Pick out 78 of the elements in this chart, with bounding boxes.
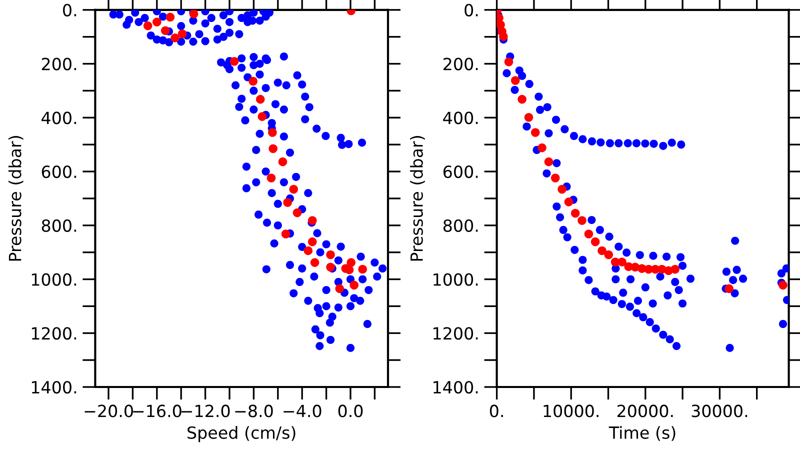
y-tick-label: 800. xyxy=(443,219,478,232)
y-axis-title: Pressure (dbar) xyxy=(410,136,425,261)
point xyxy=(308,216,317,225)
point xyxy=(590,237,600,246)
y-tick-label: 1400. xyxy=(434,380,478,394)
x-tick-label: 10000. xyxy=(544,404,598,418)
point xyxy=(310,258,320,267)
x-tick-label: −8.0 xyxy=(235,404,273,418)
point xyxy=(166,12,175,22)
point xyxy=(578,216,586,225)
point xyxy=(289,184,298,194)
point xyxy=(530,128,540,137)
point xyxy=(143,21,152,30)
point xyxy=(335,284,344,294)
point xyxy=(724,284,734,294)
point xyxy=(350,280,359,290)
point xyxy=(178,29,187,38)
point xyxy=(230,56,239,66)
x-tick-label: −16.0 xyxy=(133,404,182,418)
y-tick-label: 0. xyxy=(63,4,76,16)
point xyxy=(510,76,520,85)
y-tick-label: 200. xyxy=(42,58,76,70)
point xyxy=(564,198,574,206)
point xyxy=(278,157,288,166)
y-tick-label: 600. xyxy=(42,165,76,178)
x-tick-label: −20.0 xyxy=(84,404,133,418)
point xyxy=(618,258,626,266)
y-tick-label: 1200. xyxy=(32,327,76,340)
x-tick-label: −4.0 xyxy=(284,404,322,418)
point xyxy=(778,280,788,290)
x-axis-title: Speed (cm/s) xyxy=(188,426,296,442)
point xyxy=(504,57,514,66)
point xyxy=(304,246,313,256)
point xyxy=(266,174,276,182)
point xyxy=(358,264,367,274)
point xyxy=(499,32,508,41)
point xyxy=(160,26,170,36)
point xyxy=(604,250,614,260)
y-tick-label: 0. xyxy=(464,4,478,16)
point xyxy=(584,230,594,238)
y-tick-label: 1000. xyxy=(32,273,76,286)
x-tick-label: −12.0 xyxy=(182,404,230,418)
point xyxy=(538,143,546,152)
point xyxy=(256,94,265,104)
y-tick-label: 600. xyxy=(443,165,478,178)
point xyxy=(152,18,162,26)
point xyxy=(524,112,534,122)
y-tick-label: 1400. xyxy=(32,380,76,394)
point xyxy=(268,128,277,137)
y-tick-label: 400. xyxy=(42,112,76,124)
x-tick-label: 30000. xyxy=(692,404,748,418)
y-tick-label: 200. xyxy=(444,58,478,70)
y-tick-label: 1000. xyxy=(434,273,478,286)
y-tick-label: 800. xyxy=(42,219,76,232)
point xyxy=(518,94,526,104)
point xyxy=(258,112,267,121)
point xyxy=(281,230,290,238)
y-tick-label: 1200. xyxy=(434,327,478,340)
point xyxy=(248,76,258,86)
point xyxy=(544,157,554,166)
point xyxy=(308,237,317,246)
x-tick-label: 0.0 xyxy=(338,404,363,418)
x-tick-label: 20000. xyxy=(617,404,673,418)
point xyxy=(670,264,680,274)
point xyxy=(558,184,566,194)
point xyxy=(292,208,302,218)
point xyxy=(283,198,292,207)
y-axis-title: Pressure (dbar) xyxy=(8,136,24,261)
point xyxy=(268,144,278,154)
point xyxy=(326,250,335,260)
point xyxy=(570,208,580,218)
point xyxy=(598,246,606,256)
y-tick-label: 400. xyxy=(443,112,478,124)
x-axis-title: Time (s) xyxy=(608,426,676,441)
point xyxy=(550,174,560,182)
x-tick-label: 0. xyxy=(490,404,503,418)
point xyxy=(346,258,356,267)
point xyxy=(170,34,180,42)
